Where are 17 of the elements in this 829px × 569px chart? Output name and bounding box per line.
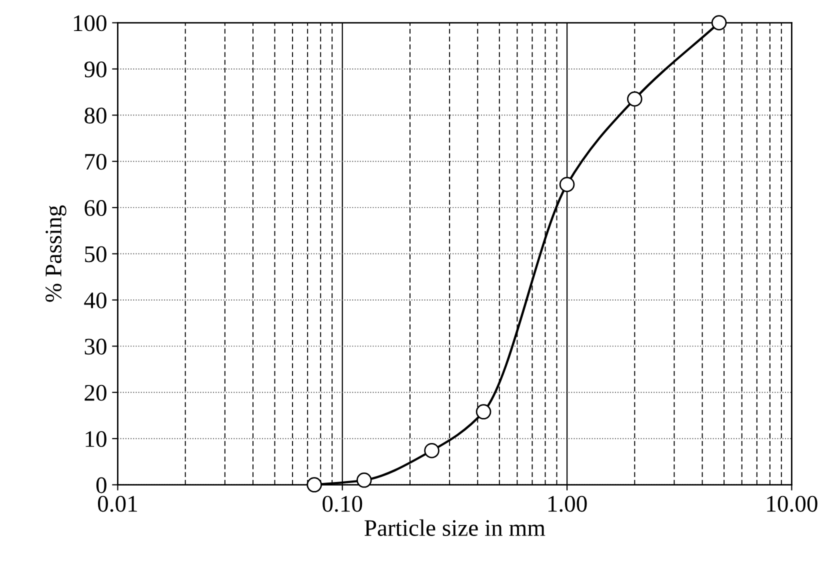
y-tick-label: 50	[85, 246, 106, 262]
y-tick-label: 80	[84, 108, 106, 124]
y-tick-label: 0	[96, 477, 106, 494]
x-tick-label: 10.00	[767, 496, 818, 512]
y-axis-title: % Passing	[46, 205, 66, 302]
y-tick-label: 90	[84, 61, 106, 78]
y-tick-label: 40	[84, 292, 106, 308]
y-tick-label: 70	[85, 154, 106, 170]
y-tick-label: 60	[84, 200, 106, 216]
y-tick-label: 20	[84, 384, 106, 401]
x-axis-title: Particle size in mm	[364, 519, 546, 536]
x-tick-label: 1.00	[548, 496, 587, 512]
y-tick-label: 100	[74, 15, 106, 32]
x-tick-label: 0.01	[98, 496, 137, 512]
x-tick-label: 0.10	[322, 496, 362, 512]
y-tick-label: 10	[86, 431, 106, 448]
y-tick-label: 30	[84, 338, 106, 355]
